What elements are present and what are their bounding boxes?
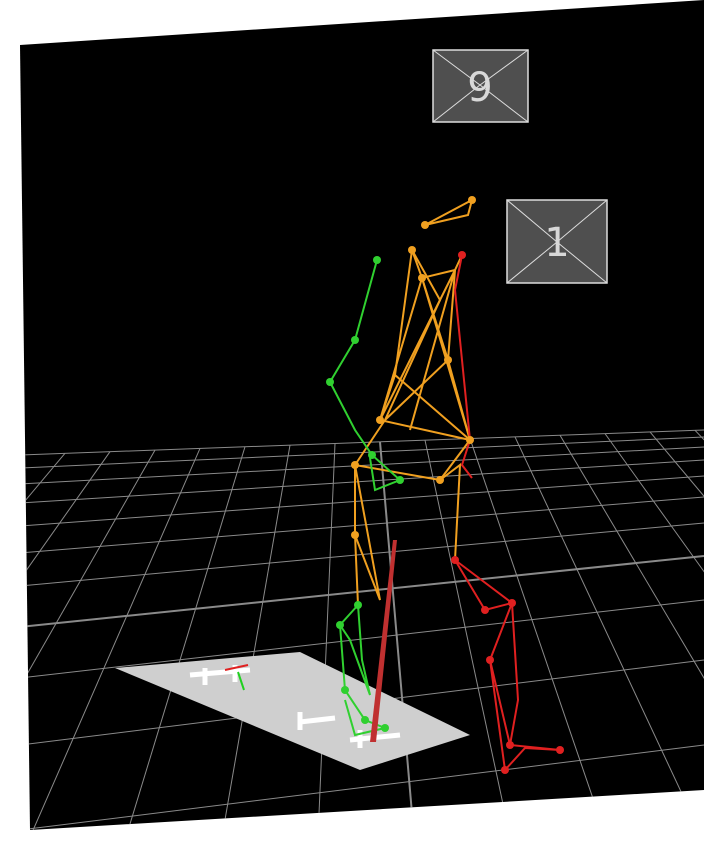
grid-line [20,429,704,456]
grid-line [559,435,704,830]
grid-line [118,446,246,830]
grid-line [20,449,156,830]
camera: 1 [506,199,608,284]
joints [326,196,564,774]
grid-line [20,496,704,554]
camera-label: 9 [467,65,492,111]
camera-label: 1 [544,220,569,266]
axis [237,671,245,691]
floor-markers [115,652,470,770]
grid-line [20,436,704,469]
axis [224,664,249,671]
grid-line [20,451,111,830]
grid-line [604,433,704,830]
grid-line [217,445,291,830]
grid-line [20,454,21,830]
camera: 9 [432,49,529,123]
force-vector [370,540,397,742]
grid-line [20,744,704,830]
marker [297,712,401,748]
grid-line [424,440,516,830]
grid-line [379,441,417,830]
skeleton [326,196,564,774]
grid-line [469,438,615,830]
grid-line [20,599,704,679]
grid-line [20,555,704,628]
grid-line [20,448,201,830]
grid-line [316,443,336,830]
grid-line [514,436,704,830]
grid-line [20,459,704,504]
